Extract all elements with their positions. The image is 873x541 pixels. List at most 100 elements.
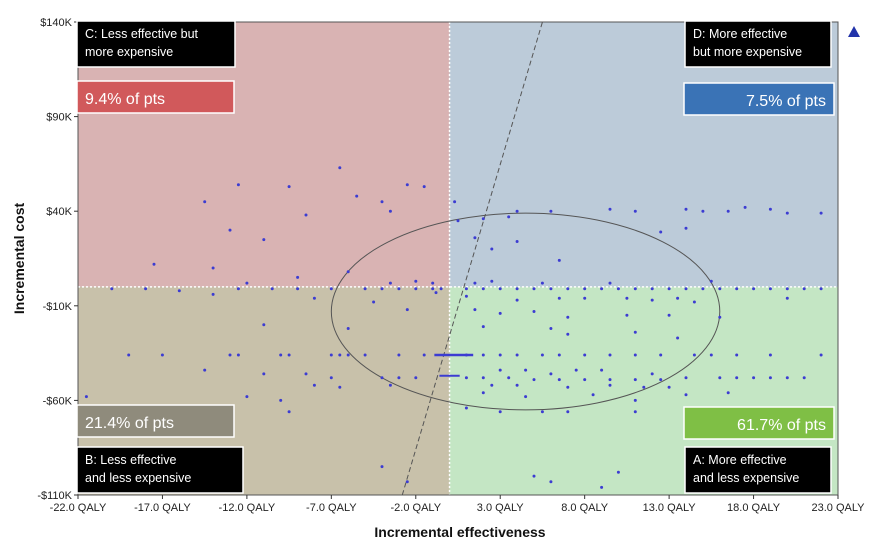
data-point (768, 376, 772, 380)
data-point (600, 485, 604, 489)
data-point (355, 194, 359, 198)
data-point (608, 281, 612, 285)
data-point (490, 247, 494, 251)
data-point (144, 287, 148, 291)
data-point (245, 395, 249, 399)
data-point (676, 296, 680, 300)
data-point (667, 313, 671, 317)
data-point (405, 308, 409, 312)
data-point (405, 480, 409, 484)
data-point (236, 183, 240, 187)
quadrant-a-percent-text: 61.7% of pts (737, 417, 826, 434)
x-tick-label: 13.0 QALY (643, 502, 697, 514)
x-tick-label: -17.0 QALY (134, 502, 191, 514)
data-point (515, 383, 519, 387)
data-point (659, 378, 663, 382)
data-point (785, 211, 789, 215)
data-point (397, 287, 401, 291)
data-point (464, 376, 468, 380)
quadrant-c-percent-text: 9.4% of pts (85, 91, 165, 108)
data-point (718, 315, 722, 319)
y-tick-label: -$110K (37, 490, 72, 502)
data-point (388, 281, 392, 285)
data-point (642, 385, 646, 389)
data-point (566, 385, 570, 389)
data-point (557, 378, 561, 382)
data-point (633, 287, 637, 291)
data-point (532, 378, 536, 382)
data-point (633, 398, 637, 402)
data-point (236, 287, 240, 291)
data-point (633, 410, 637, 414)
data-point (540, 353, 544, 357)
data-point (245, 281, 249, 285)
data-point (819, 287, 823, 291)
triangle-up-icon[interactable] (848, 26, 860, 37)
quadrant-a-label-line1: A: More effective (693, 453, 787, 467)
data-point (405, 183, 409, 187)
data-point (84, 395, 88, 399)
data-point (549, 480, 553, 484)
quadrant-c-label-line1: C: Less effective but (85, 27, 199, 41)
data-point (608, 383, 612, 387)
data-point (684, 226, 688, 230)
confidence-ellipse (330, 212, 721, 411)
y-tick-label: $40K (46, 206, 72, 218)
y-tick-label: -$60K (43, 395, 73, 407)
data-point (659, 353, 663, 357)
data-point (709, 279, 713, 283)
data-point (236, 353, 240, 357)
quadrant-d-label-line2: but more expensive (693, 45, 802, 59)
data-point (650, 298, 654, 302)
data-point (701, 209, 705, 213)
data-point (498, 368, 502, 372)
data-point (397, 376, 401, 380)
data-point (329, 287, 333, 291)
data-point (453, 200, 457, 204)
data-point (785, 287, 789, 291)
data-point (270, 287, 274, 291)
data-point (600, 287, 604, 291)
data-point (557, 258, 561, 262)
data-point (456, 219, 460, 223)
data-point (515, 287, 519, 291)
data-point (372, 300, 376, 304)
data-point (726, 209, 730, 213)
data-point (583, 287, 587, 291)
quadrant-a-label-line2: and less expensive (693, 471, 799, 485)
data-point (279, 398, 283, 402)
data-point (633, 353, 637, 357)
quadrant-d-percent-text: 7.5% of pts (746, 93, 826, 110)
x-axis-title: Incremental effectiveness (374, 524, 545, 540)
data-point (583, 296, 587, 300)
data-point (532, 287, 536, 291)
data-point (498, 410, 502, 414)
x-tick-label: -2.0 QALY (391, 502, 442, 514)
data-point (304, 372, 308, 376)
data-point (743, 205, 747, 209)
quadrant-b-label-line2: and less expensive (85, 471, 191, 485)
data-point (768, 287, 772, 291)
data-point (752, 287, 756, 291)
data-point (515, 240, 519, 243)
data-point (633, 209, 637, 213)
data-point (431, 287, 435, 291)
data-point (473, 281, 477, 285)
data-point (549, 372, 553, 376)
quadrant-c-percent (76, 80, 235, 114)
data-point (397, 353, 401, 357)
data-point (431, 281, 435, 285)
data-point (752, 376, 756, 380)
data-point (667, 287, 671, 291)
data-point (388, 383, 392, 387)
data-point (583, 353, 587, 357)
y-tick-label: $90K (46, 112, 72, 124)
data-point (464, 294, 468, 298)
data-point (338, 353, 342, 357)
data-point (490, 383, 494, 387)
data-point (152, 262, 156, 266)
data-point (524, 395, 528, 399)
data-point (312, 296, 316, 300)
data-point (735, 353, 739, 357)
data-point (650, 287, 654, 291)
